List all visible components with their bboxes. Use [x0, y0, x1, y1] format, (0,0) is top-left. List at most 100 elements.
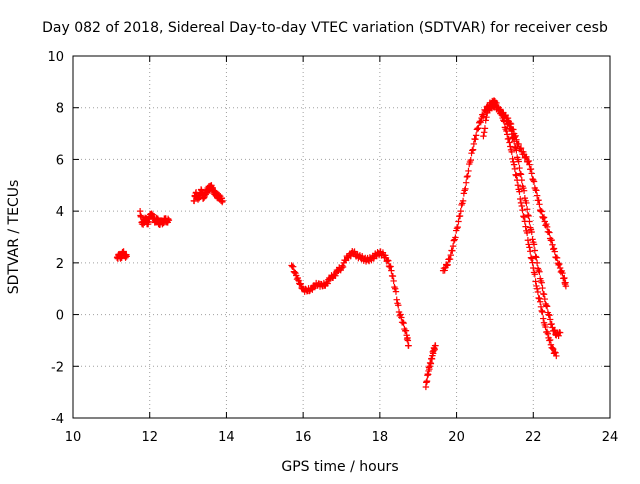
data-point: [398, 314, 405, 321]
data-point: [511, 165, 519, 173]
data-point: [518, 202, 525, 210]
data-point: [506, 139, 513, 146]
data-point: [469, 146, 477, 153]
x-tick-label: 18: [372, 430, 389, 445]
data-point: [556, 260, 563, 268]
data-point: [465, 167, 472, 175]
data-point: [463, 173, 471, 181]
data-point: [542, 323, 549, 331]
series-segment-2: [136, 207, 173, 228]
data-point: [324, 280, 331, 287]
data-point: [446, 255, 454, 263]
data-point: [535, 294, 542, 302]
data-point: [444, 261, 451, 269]
data-point: [291, 269, 298, 276]
data-point: [497, 106, 504, 113]
data-point: [456, 212, 464, 220]
data-point: [395, 302, 402, 309]
data-point: [443, 262, 451, 269]
data-point: [538, 307, 545, 315]
data-point: [462, 179, 470, 186]
data-point: [513, 136, 520, 143]
data-point: [539, 284, 546, 292]
data-point: [309, 286, 316, 293]
data-point: [472, 136, 479, 143]
data-point: [546, 312, 553, 319]
data-point: [507, 120, 515, 128]
data-point: [509, 155, 516, 163]
data-point: [549, 344, 556, 352]
data-point: [387, 263, 394, 270]
data-point: [526, 218, 533, 225]
data-point: [552, 349, 559, 356]
data-point: [530, 241, 538, 248]
data-point: [525, 241, 532, 248]
data-point: [546, 337, 553, 344]
data-point: [392, 285, 399, 292]
data-point: [529, 236, 536, 243]
data-point: [528, 255, 535, 262]
data-point: [528, 170, 535, 177]
data-point: [470, 140, 478, 148]
data-point: [449, 247, 456, 254]
data-point: [165, 216, 173, 224]
y-axis-title: SDTVAR / TECUs: [6, 180, 22, 295]
data-point: [473, 126, 481, 133]
data-point: [476, 118, 484, 125]
x-tick-label: 22: [525, 430, 542, 445]
data-point: [540, 291, 548, 298]
series-segment-5: [422, 342, 439, 391]
data-point: [540, 214, 547, 222]
data-point: [399, 319, 407, 326]
data-point: [517, 195, 524, 203]
data-point: [545, 311, 552, 318]
data-point: [545, 228, 552, 236]
data-point: [472, 132, 480, 139]
data-point: [123, 253, 130, 260]
data-point: [533, 282, 540, 290]
data-point: [385, 257, 392, 264]
data-point: [524, 237, 532, 244]
y-tick-label: 8: [56, 102, 64, 117]
data-point: [546, 316, 554, 323]
data-point: [540, 315, 547, 322]
data-point: [449, 242, 457, 250]
data-point: [432, 342, 439, 349]
x-axis-title: GPS time / hours: [281, 459, 398, 475]
data-point: [543, 303, 551, 310]
data-point: [523, 206, 531, 213]
data-point: [515, 140, 522, 148]
data-point: [468, 149, 475, 157]
y-tick-label: 2: [56, 257, 64, 272]
data-point: [536, 298, 544, 305]
data-point: [553, 254, 561, 262]
data-point: [441, 267, 448, 274]
data-layer: [113, 97, 570, 391]
data-point: [505, 135, 512, 142]
data-point: [296, 281, 304, 288]
data-point: [480, 132, 487, 140]
data-point: [547, 341, 555, 348]
data-point: [522, 223, 529, 230]
data-point: [467, 156, 474, 164]
data-point: [460, 190, 468, 197]
data-point: [524, 211, 532, 219]
series-segment-3: [190, 182, 226, 206]
data-point: [504, 114, 512, 122]
series-segment-1: [113, 248, 130, 262]
data-point: [530, 178, 538, 185]
y-tick-label: 4: [56, 205, 64, 220]
data-point: [481, 125, 489, 132]
y-tick-label: -4: [51, 412, 64, 427]
x-tick-label: 16: [295, 430, 312, 445]
grid-layer: [73, 56, 610, 418]
data-point: [516, 164, 523, 172]
data-point: [532, 278, 539, 285]
data-point: [559, 269, 566, 277]
data-point: [527, 254, 535, 261]
data-point: [483, 113, 490, 121]
data-point: [543, 220, 550, 228]
data-point: [523, 153, 530, 161]
data-point: [543, 302, 550, 309]
data-point: [461, 187, 468, 194]
